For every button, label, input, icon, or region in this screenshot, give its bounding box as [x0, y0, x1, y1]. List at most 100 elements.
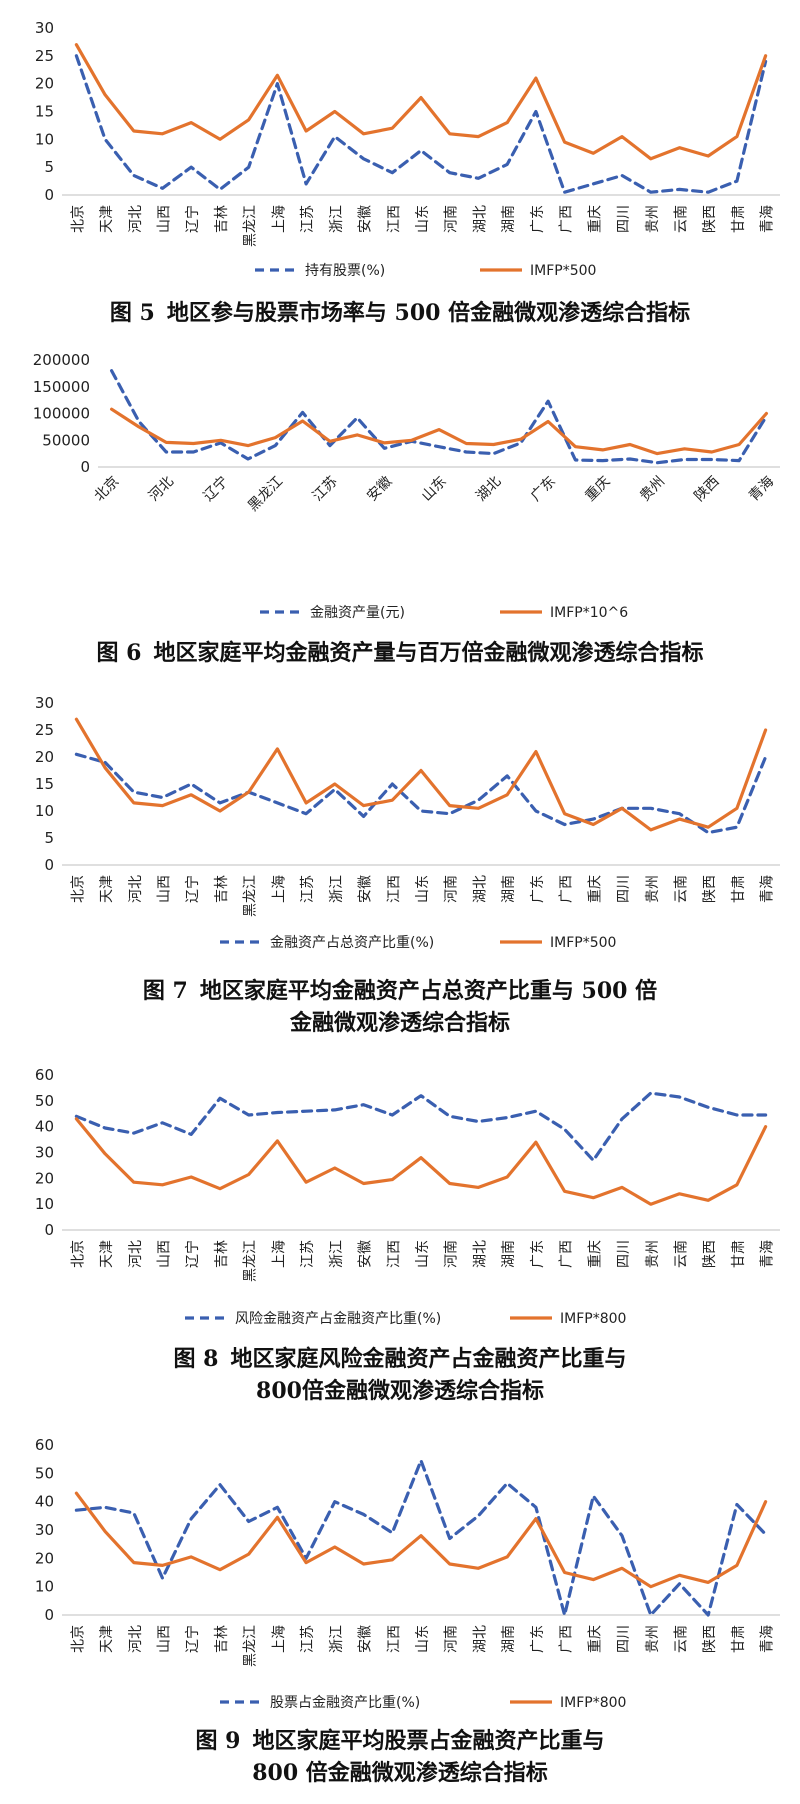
legend-label: IMFP*500	[530, 263, 596, 279]
y-tick-label: 20	[35, 1549, 54, 1567]
series-line-dashed	[74, 54, 768, 194]
x-tick-label: 辽宁	[184, 205, 201, 233]
x-tick-label: 浙江	[329, 205, 345, 233]
x-tick-label: 黑龙江	[243, 1625, 259, 1667]
x-tick-label: 江苏	[300, 1240, 316, 1268]
caption-fig8: 图 8 地区家庭风险金融资产占金融资产比重与 800倍金融微观渗透综合指标	[0, 1343, 800, 1407]
chart-fig6: 0 50000 100000 150000 200000 北京 河北 辽宁 黑龙江 江苏 安徽 山东湖…	[0, 342, 800, 634]
y-tick-label: 30	[35, 1521, 54, 1539]
x-tick-label: 河南	[444, 875, 460, 903]
y-tick-label: 25	[35, 47, 54, 65]
x-tick-label: 黑龙江	[243, 205, 259, 247]
y-tick-label: 5	[44, 158, 54, 176]
x-tick-label: 安徽	[358, 1240, 374, 1268]
x-tick-label: 广东	[530, 875, 546, 903]
x-tick-label: 云南	[673, 1240, 689, 1268]
x-tick-label: 北京	[70, 875, 86, 903]
x-tick-label: 吉林	[214, 205, 230, 233]
x-tick-label: 湖北	[472, 205, 488, 233]
x-tick-label: 四川	[616, 205, 632, 233]
caption-fig9-line-1: 地区家庭平均股票占金融资产比重与	[252, 1728, 605, 1754]
caption-fig7-number: 图 7	[142, 978, 188, 1004]
x-tick-label: 辽宁	[184, 1240, 201, 1268]
y-tick-label: 60	[35, 1436, 54, 1454]
y-tick-label: 200000	[33, 351, 90, 369]
x-tick-label: 广西	[559, 1625, 575, 1653]
x-tick-label: 青海	[760, 875, 776, 903]
caption-fig7: 图 7 地区家庭平均金融资产占总资产比重与 500 倍 金融微观渗透综合指标	[0, 975, 800, 1039]
x-tick-label: 江西	[386, 1240, 402, 1268]
x-tick-label: 江西	[386, 205, 402, 233]
legend-label: 金融资产量(元)	[310, 605, 405, 621]
x-tick-label: 山东	[415, 205, 431, 233]
y-tick-label: 10	[35, 1195, 54, 1213]
series-line-solid	[74, 43, 768, 161]
x-tick-label: 黑龙江	[243, 1240, 259, 1282]
y-tick-label: 50000	[42, 431, 90, 449]
x-tick-label: 贵州	[645, 1625, 661, 1653]
chart-fig8-svg: 0 10 20 30 40 50 60 北京 天津 河北 山西 辽宁 吉林 黑龙江 上海 江苏 浙江 安徽 江西 山东…	[35, 1066, 780, 1327]
x-tick-label: 四川	[616, 1625, 632, 1653]
x-tick-label: 贵州	[645, 1240, 661, 1268]
x-tick-label: 青海	[760, 1625, 776, 1653]
x-tick-label: 浙江	[329, 875, 345, 903]
x-tick-label: 青海	[760, 1240, 776, 1268]
x-tick-label: 广东	[528, 474, 559, 505]
x-tick-label: 江苏	[300, 205, 316, 233]
x-tick-label: 广东	[530, 205, 546, 233]
x-tick-label: 天津	[99, 205, 115, 233]
y-tick-label: 20	[35, 75, 54, 93]
x-tick-label: 云南	[673, 1625, 689, 1653]
x-tick-label: 湖北	[472, 1240, 488, 1268]
x-tick-label: 江西	[386, 875, 402, 903]
x-tick-label: 陕西	[702, 1625, 718, 1653]
x-tick-label: 吉林	[214, 1240, 230, 1268]
x-tick-label: 陕西	[702, 875, 718, 903]
x-tick-label: 湖南	[501, 1240, 517, 1268]
caption-fig8-number: 图 8	[173, 1346, 219, 1372]
legend-label: IMFP*500	[550, 935, 616, 951]
x-tick-label: 广东	[530, 1625, 546, 1653]
legend-label: 风险金融资产占金融资产比重(%)	[235, 1311, 441, 1327]
y-tick-label: 60	[35, 1066, 54, 1084]
x-tick-label: 江苏	[300, 875, 316, 903]
x-tick-label: 河南	[444, 205, 460, 233]
chart-fig6-svg: 0 50000 100000 150000 200000 北京 河北 辽宁 黑龙江 江苏 安徽 山东湖…	[33, 351, 780, 621]
x-tick-label: 湖北	[472, 875, 488, 903]
x-tick-label: 上海	[271, 205, 287, 233]
x-tick-label: 重庆	[582, 474, 613, 505]
y-tick-label: 5	[44, 829, 54, 847]
x-tick-label: 甘肃	[731, 205, 747, 233]
caption-fig7-line-2: 金融微观渗透综合指标	[289, 1010, 510, 1036]
y-tick-label: 50	[35, 1092, 54, 1110]
x-tick-label: 陕西	[692, 474, 723, 505]
x-tick-label: 山西	[157, 1240, 173, 1268]
x-tick-label: 安徽	[358, 205, 374, 233]
x-tick-label: 陕西	[702, 1240, 718, 1268]
series-line-dashed	[74, 752, 768, 835]
x-tick-label: 陕西	[702, 205, 718, 233]
x-tick-label: 黑龙江	[245, 474, 286, 515]
y-tick-label: 10	[35, 1578, 54, 1596]
x-tick-label: 河北	[128, 1240, 144, 1268]
y-tick-label: 30	[35, 19, 54, 37]
caption-fig5-line-1: 地区参与股票市场率与 500 倍金融微观渗透综合指标	[166, 300, 691, 326]
y-tick-label: 25	[35, 721, 54, 739]
x-tick-label: 广西	[559, 1240, 575, 1268]
x-tick-label: 湖南	[501, 1625, 517, 1653]
legend-label: 持有股票(%)	[305, 263, 385, 279]
chart-fig9-svg: 0 10 20 30 40 50 60 北京 天津 河北 山西 辽宁 吉林 黑龙江 上海 江苏 浙江 安徽 江西 山东…	[35, 1436, 780, 1711]
y-tick-label: 10	[35, 130, 54, 148]
legend-label: 股票占金融资产比重(%)	[270, 1695, 420, 1711]
caption-fig9: 图 9 地区家庭平均股票占金融资产比重与 800 倍金融微观渗透综合指标	[0, 1725, 800, 1789]
caption-fig6-line-1: 地区家庭平均金融资产量与百万倍金融微观渗透综合指标	[153, 640, 704, 666]
x-tick-label: 北京	[70, 205, 86, 233]
x-tick-label: 贵州	[645, 205, 661, 233]
x-tick-label: 重庆	[587, 875, 603, 903]
x-tick-label: 重庆	[587, 1625, 603, 1653]
chart-fig9: 0 10 20 30 40 50 60 北京 天津 河北 山西 辽宁 吉林 黑龙江 上海 江苏 浙江 安徽 江西 山东…	[0, 1425, 800, 1720]
x-tick-label: 江西	[386, 1625, 402, 1653]
y-tick-label: 40	[35, 1118, 54, 1136]
caption-fig7-line-1: 地区家庭平均金融资产占总资产比重与 500 倍	[199, 978, 658, 1004]
x-tick-label: 河北	[128, 1625, 144, 1653]
